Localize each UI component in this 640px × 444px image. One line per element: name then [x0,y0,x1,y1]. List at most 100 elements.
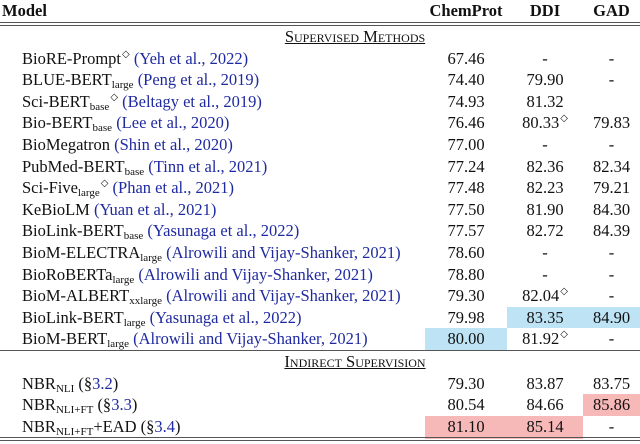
score-value: - [542,134,548,154]
model-cell: BioLink-BERTlarge (Yasunaga et al., 2022… [0,307,425,329]
citation-link[interactable]: (Shin et al., 2020) [114,134,233,154]
model-cell: BioM-ALBERTxxlarge (Alrowili and Vijay-S… [0,285,425,307]
citation-link[interactable]: (Yuan et al., 2021) [93,199,217,219]
chemprot-score: 78.80 [425,264,507,286]
score-value: - [542,264,548,284]
model-cell: Sci-BERTbase◇ (Beltagy et al., 2019) [0,91,425,113]
table-row: BioLink-BERTlarge (Yasunaga et al., 2022… [0,306,640,329]
diamond-marker: ◇ [100,178,109,190]
model-name: Sci-Five [22,178,78,198]
score-value: 79.21 [592,178,631,198]
score-value: - [608,416,615,436]
table-row: BioM-ALBERTxxlarge (Alrowili and Vijay-S… [0,285,640,307]
model-name: NBR [22,373,56,393]
citation-link[interactable]: (Beltagy et al., 2019) [122,91,262,111]
score-value: 83.87 [526,373,564,393]
score-value: 80.54 [447,395,485,415]
model-size: large [140,251,163,264]
score-value: 79.98 [447,307,485,327]
model-name: BioRE-Prompt [22,48,122,68]
citation-link[interactable]: (Tinn et al., 2021) [148,156,268,176]
section-ref-link[interactable]: 3.2 [92,373,113,393]
score-value: 81.92 [522,329,560,349]
score-value: 81.32 [526,91,564,111]
model-size: NLI+FT [55,404,94,417]
model-cell: PubMed-BERTbase (Tinn et al., 2021) [0,156,425,178]
gad-score: - [583,328,640,350]
model-cell: BioLink-BERTbase (Yasunaga et al., 2022) [0,220,425,242]
gad-score: - [583,415,640,442]
model-size: large [123,316,146,329]
citation-link[interactable]: (Yasunaga et al., 2022) [149,307,302,327]
table-row: NBRNLI (§3.2) 79.30 83.87 83.75 [0,373,640,395]
model-cell: BioMegatron (Shin et al., 2020) [0,134,425,156]
model-name: NBR [22,416,56,436]
ddi-score: 82.04◇ [507,285,583,307]
model-size: base [124,165,145,178]
score-value: 85.86 [592,395,631,415]
citation-link[interactable]: (Alrowili and Vijay-Shanker, 2021) [133,329,368,349]
gad-score: - [583,264,640,286]
model-size: large [107,338,129,351]
model-cell: Bio-BERTbase (Lee et al., 2020) [0,112,425,134]
ddi-score: 81.90 [507,199,583,221]
model-name: Bio-BERT [22,113,93,133]
score-value: 77.00 [447,134,485,154]
chemprot-score: 79.30 [425,373,507,395]
model-cell: BioM-BERTlarge (Alrowili and Vijay-Shank… [0,328,425,350]
ddi-score: 83.35 [507,306,583,329]
citation-link[interactable]: (Yasunaga et al., 2022) [147,221,300,241]
model-cell: BLUE-BERTlarge (Peng et al., 2019) [0,69,425,91]
score-value: 76.46 [447,113,485,133]
score-value: 77.24 [447,156,485,176]
diamond-marker: ◇ [122,48,130,60]
citation-link[interactable]: (Alrowili and Vijay-Shanker, 2021) [166,286,401,306]
citation-link[interactable]: (Peng et al., 2019) [137,70,260,90]
score-value: 77.48 [447,178,485,198]
table-row: PubMed-BERTbase (Tinn et al., 2021) 77.24… [0,156,640,178]
model-size: base [92,122,113,135]
citation-link[interactable]: (Phan et al., 2021) [112,178,234,198]
gad-score: 83.75 [583,373,640,395]
table-row: NBRNLI+FT (§3.3) 80.54 84.66 85.86 [0,394,640,416]
section-title: Indirect Supervision [284,351,426,371]
header-chemprot: ChemProt [425,0,507,26]
model-name: Sci-BERT [22,91,90,111]
chemprot-score: 76.46 [425,112,507,134]
table-row: BioMegatron (Shin et al., 2020) 77.00 - - [0,134,640,156]
ddi-score: 82.72 [507,220,583,242]
score-value: 80.33 [522,113,560,133]
diamond-marker: ◇ [110,91,119,103]
score-value: - [608,286,615,306]
ddi-score: - [507,48,583,70]
score-value: 74.40 [447,70,485,90]
citation-link[interactable]: (Lee et al., 2020) [116,113,230,133]
chemprot-score: 77.50 [425,199,507,221]
header-ddi: DDI [507,0,583,26]
score-value: 82.34 [592,156,631,176]
section-ref-link[interactable]: 3.4 [154,416,176,436]
ddi-score: - [507,134,583,156]
table-row: Sci-Fivelarge◇ (Phan et al., 2021) 77.48 8… [0,177,640,199]
chemprot-score: 78.60 [425,242,507,264]
model-name: BLUE-BERT [22,70,112,90]
model-cell: BioRoBERTalarge (Alrowili and Vijay-Shan… [0,264,425,286]
citation-link[interactable]: (Alrowili and Vijay-Shanker, 2021) [166,242,401,262]
gad-score: 84.39 [583,220,640,242]
model-name: BioM-BERT [22,329,108,349]
score-value: 81.90 [526,199,564,219]
score-value: 82.23 [526,178,564,198]
score-value: 78.60 [447,242,485,262]
score-value: 79.30 [447,373,485,393]
citation-link[interactable]: (Yeh et al., 2022) [133,48,249,68]
section-ref-link[interactable]: 3.3 [111,395,132,415]
model-cell: Sci-Fivelarge◇ (Phan et al., 2021) [0,177,425,199]
chemprot-score: 74.40 [425,69,507,91]
gad-score: 79.83 [583,112,640,134]
section-ref-close: ) [131,395,138,415]
gad-score: 79.21 [583,177,640,199]
citation-link[interactable]: (Alrowili and Vijay-Shanker, 2021) [138,264,373,284]
score-value: 84.30 [592,199,631,219]
gad-score: 84.30 [583,199,640,221]
